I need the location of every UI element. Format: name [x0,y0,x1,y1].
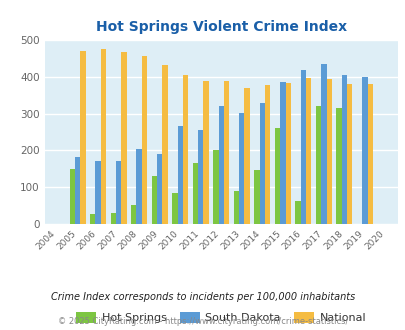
Bar [254,170,259,224]
Bar [264,85,270,224]
Bar [279,82,285,224]
Bar [172,193,177,224]
Bar [157,154,162,224]
Bar [244,88,249,224]
Bar [346,84,352,224]
Bar [116,161,121,224]
Bar [100,49,106,224]
Bar [121,52,126,224]
Bar [233,191,239,224]
Bar [341,75,346,224]
Bar [361,77,367,224]
Bar [336,108,341,224]
Bar [239,113,244,224]
Bar [367,83,372,224]
Bar [95,161,100,224]
Bar [131,205,136,224]
Bar [90,214,95,224]
Bar [80,51,85,224]
Legend: Hot Springs, South Dakota, National: Hot Springs, South Dakota, National [71,308,370,328]
Bar [295,202,300,224]
Bar [320,64,326,224]
Bar [259,103,264,224]
Bar [224,81,229,224]
Bar [177,126,182,224]
Bar [285,83,290,224]
Text: © 2025 CityRating.com - https://www.cityrating.com/crime-statistics/: © 2025 CityRating.com - https://www.city… [58,317,347,326]
Bar [326,79,331,224]
Bar [218,106,224,224]
Bar [151,176,157,224]
Text: Crime Index corresponds to incidents per 100,000 inhabitants: Crime Index corresponds to incidents per… [51,292,354,302]
Bar [300,70,305,224]
Bar [198,130,203,224]
Bar [182,75,188,224]
Title: Hot Springs Violent Crime Index: Hot Springs Violent Crime Index [96,20,346,34]
Bar [75,157,80,224]
Bar [305,78,311,224]
Bar [203,81,208,224]
Bar [315,106,320,224]
Bar [274,128,279,224]
Bar [136,148,141,224]
Bar [110,213,116,224]
Bar [69,169,75,224]
Bar [162,65,167,224]
Bar [192,163,198,224]
Bar [213,150,218,224]
Bar [141,56,147,224]
